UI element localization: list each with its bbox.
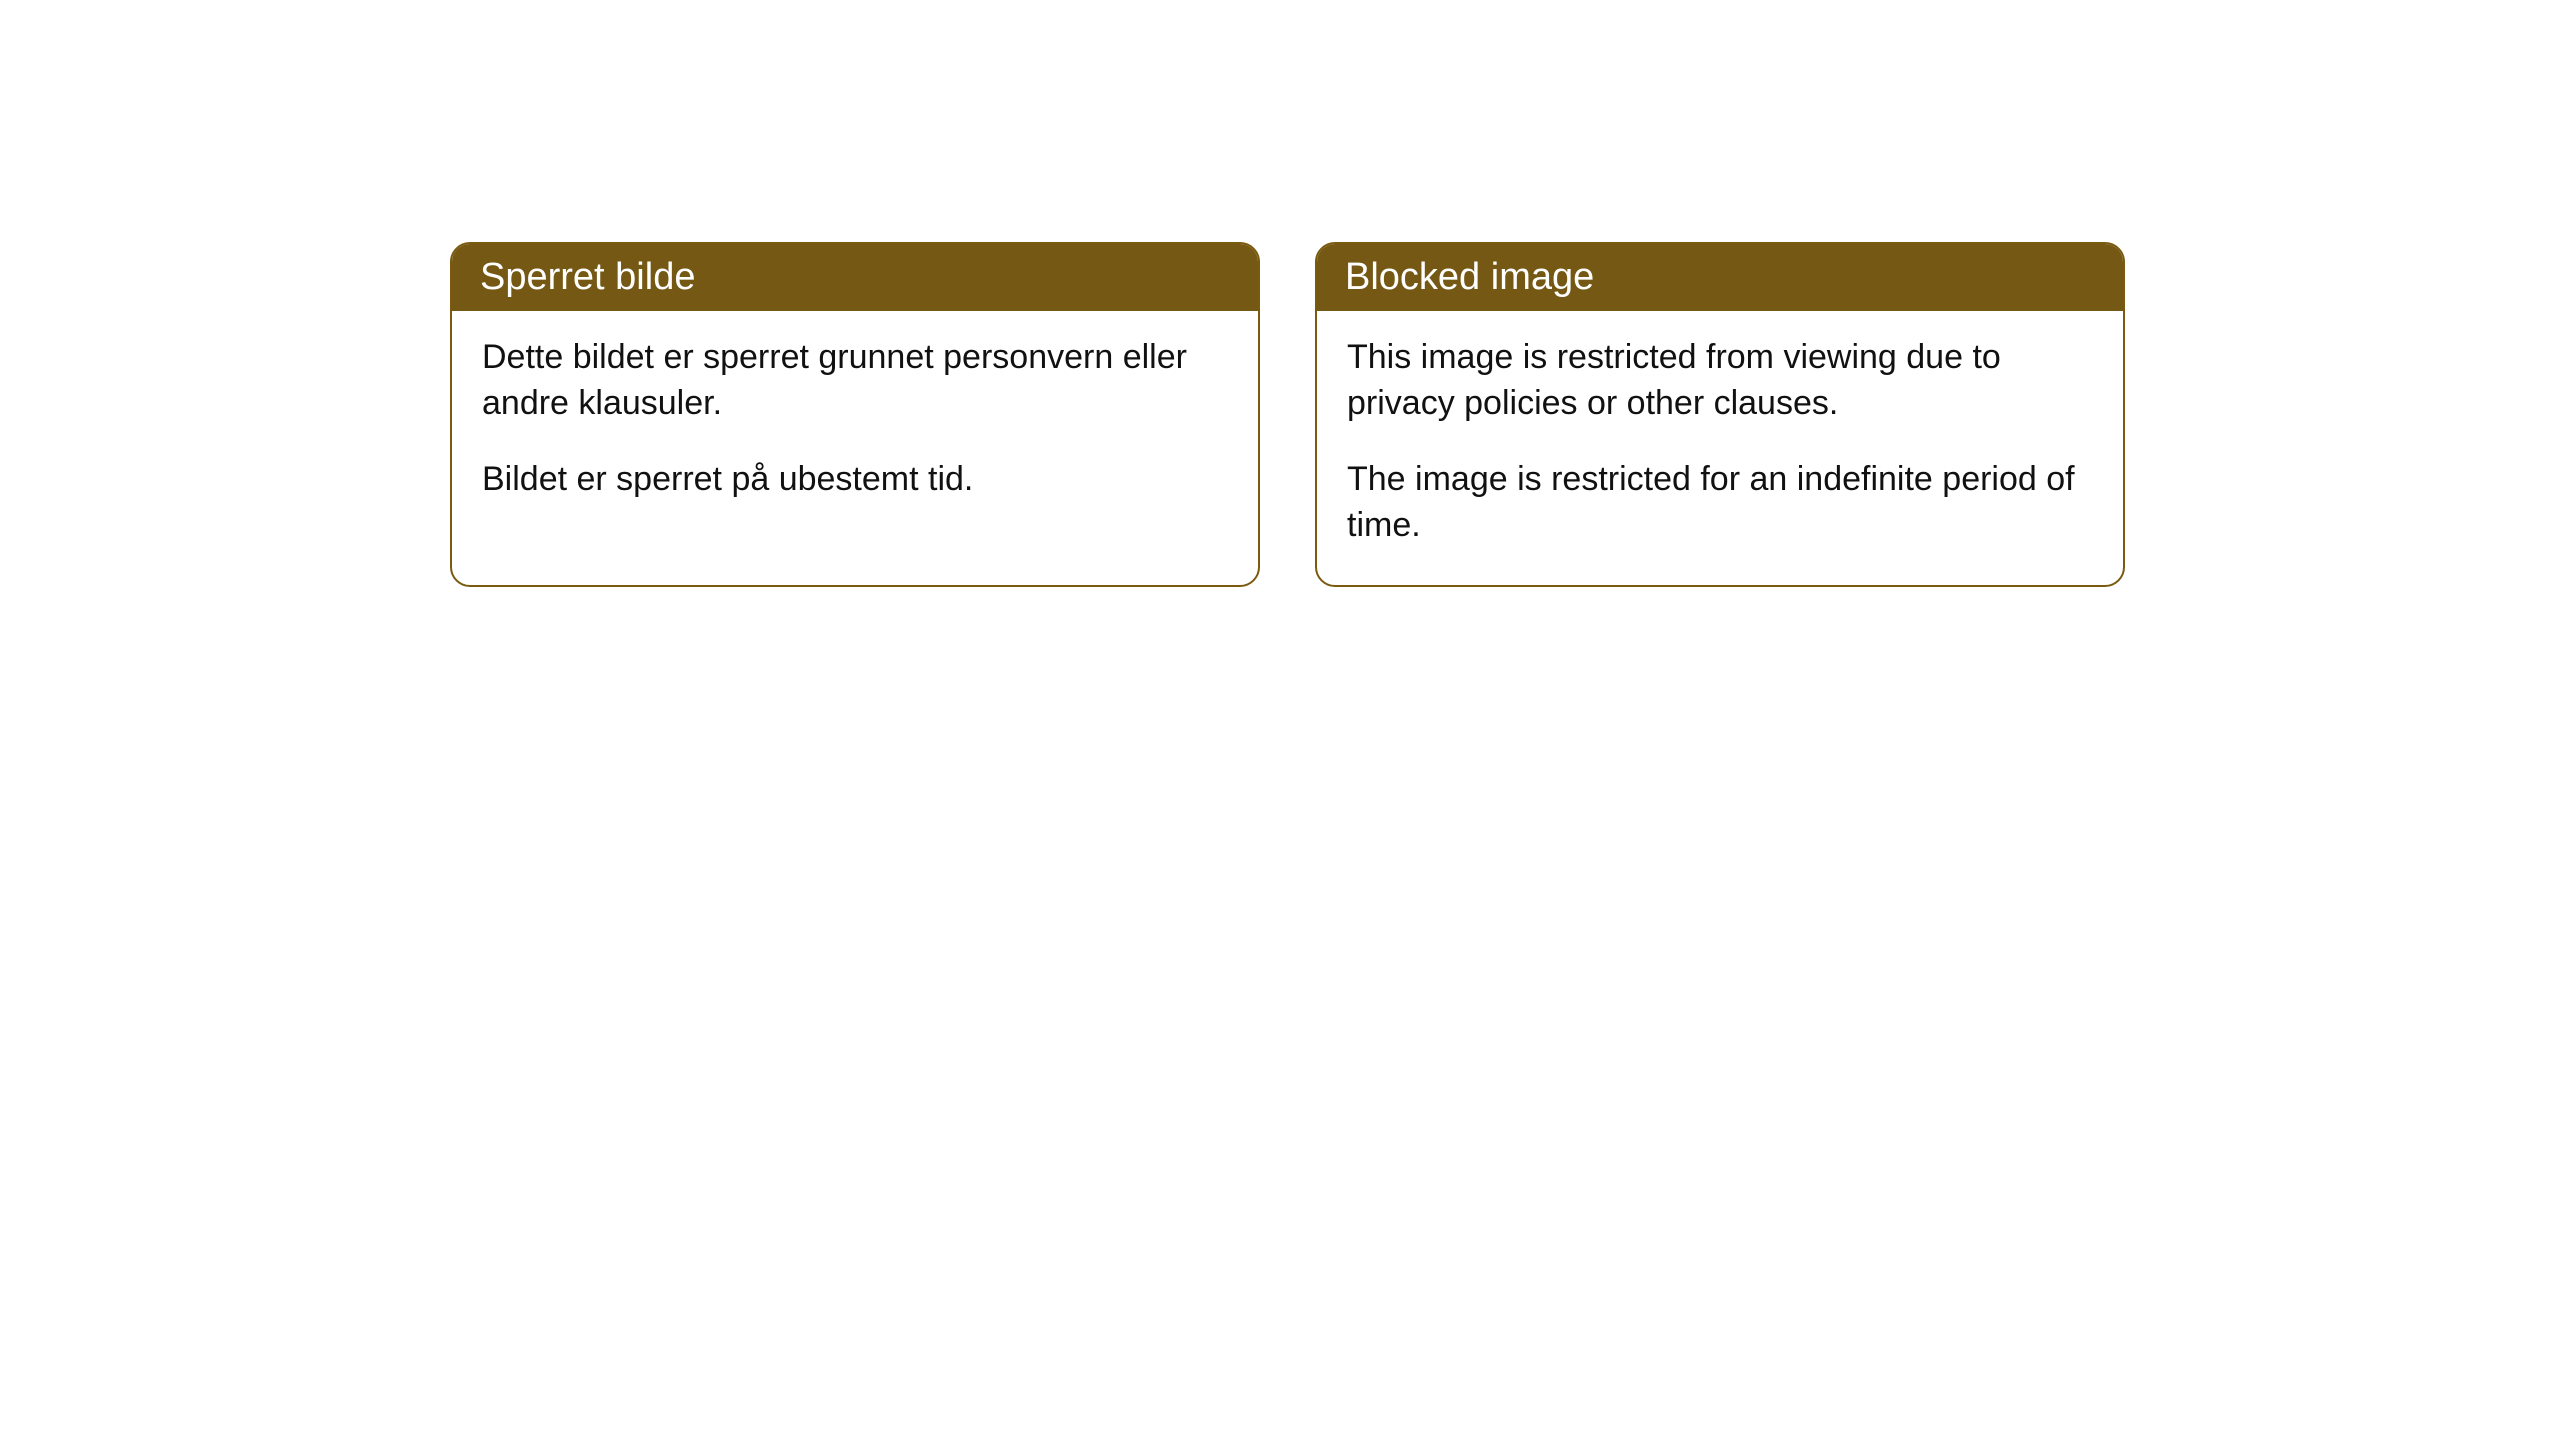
notice-card-norwegian: Sperret bilde Dette bildet er sperret gr… (450, 242, 1260, 587)
notice-header-norwegian: Sperret bilde (452, 244, 1258, 311)
notice-body-english: This image is restricted from viewing du… (1317, 311, 2123, 585)
notice-paragraph-2: The image is restricted for an indefinit… (1347, 457, 2093, 549)
notice-paragraph-2: Bildet er sperret på ubestemt tid. (482, 457, 1228, 503)
notice-paragraph-1: Dette bildet er sperret grunnet personve… (482, 335, 1228, 427)
notice-header-english: Blocked image (1317, 244, 2123, 311)
notice-title: Sperret bilde (480, 256, 695, 298)
notice-body-norwegian: Dette bildet er sperret grunnet personve… (452, 311, 1258, 539)
notice-paragraph-1: This image is restricted from viewing du… (1347, 335, 2093, 427)
notice-cards-container: Sperret bilde Dette bildet er sperret gr… (450, 242, 2125, 587)
notice-card-english: Blocked image This image is restricted f… (1315, 242, 2125, 587)
notice-title: Blocked image (1345, 256, 1594, 298)
